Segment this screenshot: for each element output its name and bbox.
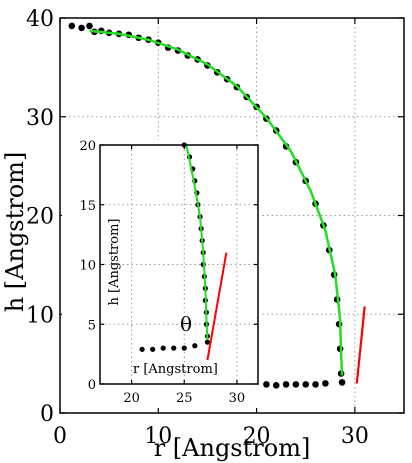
main-x-axis-label: r [Angstrom] — [154, 434, 311, 462]
main-data-point-40 — [272, 382, 280, 389]
inset-data-point-20 — [171, 345, 177, 351]
main-y-tick-label-40: 40 — [26, 7, 54, 32]
inset-plot: 20 25 30 0 5 10 15 20 r [Angstrom] h [Angstrom]… — [62, 139, 262, 408]
inset-grid — [100, 145, 258, 384]
inset-data-point-17 — [204, 339, 211, 345]
main-y-tick-label-30: 30 — [26, 106, 54, 131]
inset-y-tick-label-0: 0 — [88, 378, 96, 393]
main-data-point-39 — [282, 381, 290, 388]
main-plot: 0 10 20 30 0 10 20 30 40 r [Angstrom] h [Angstro… — [1, 7, 405, 462]
main-x-tick-label-0: 0 — [53, 424, 67, 449]
inset-x-axis-label: r [Angstrom] — [133, 362, 218, 377]
inset-axis-ticks: 20 25 30 0 5 10 15 20 — [79, 139, 258, 406]
theta-annotation: θ — [180, 312, 192, 336]
inset-data-point-18 — [192, 343, 198, 349]
inset-y-tick-label-20: 20 — [79, 139, 96, 154]
main-y-tick-label-20: 20 — [26, 205, 54, 230]
inset-x-tick-label-30: 30 — [229, 391, 246, 406]
main-axis-ticks: 0 10 20 30 0 10 20 30 40 — [26, 7, 404, 449]
main-data-point-35 — [322, 380, 329, 387]
inset-fit-line — [185, 144, 209, 340]
main-data-point-2 — [86, 22, 93, 30]
main-x-tick-label-30: 30 — [341, 424, 369, 449]
main-data-point-37 — [302, 381, 310, 388]
main-y-tick-label-10: 10 — [26, 303, 54, 328]
main-tangent-line — [355, 306, 366, 384]
main-data-point-34 — [338, 379, 346, 386]
main-data-point-36 — [312, 381, 319, 388]
main-data-point-1 — [78, 24, 85, 32]
main-data-point-0 — [68, 22, 76, 30]
inset-x-tick-label-25: 25 — [176, 391, 193, 406]
main-data-point-38 — [292, 381, 300, 388]
inset-data-point-23 — [139, 346, 145, 352]
main-x-tick-label-10: 10 — [144, 424, 172, 449]
inset-x-tick-label-20: 20 — [123, 391, 140, 406]
inset-y-tick-label-15: 15 — [79, 199, 96, 214]
main-x-tick-label-20: 20 — [243, 424, 271, 449]
inset-data-point-19 — [181, 345, 187, 351]
inset-data-point-22 — [150, 346, 156, 352]
main-fit-line — [89, 29, 344, 376]
main-y-axis-label: h [Angstrom] — [1, 152, 29, 313]
inset-data-point-21 — [160, 345, 166, 351]
main-data-point-41 — [263, 381, 270, 388]
inset-y-tick-label-5: 5 — [88, 318, 96, 333]
inset-background — [62, 140, 262, 408]
main-y-tick-label-0: 0 — [40, 402, 54, 427]
inset-y-axis-label: h [Angstrom] — [107, 219, 122, 306]
inset-tangent-line — [206, 252, 228, 361]
inset-y-tick-label-10: 10 — [79, 259, 96, 274]
